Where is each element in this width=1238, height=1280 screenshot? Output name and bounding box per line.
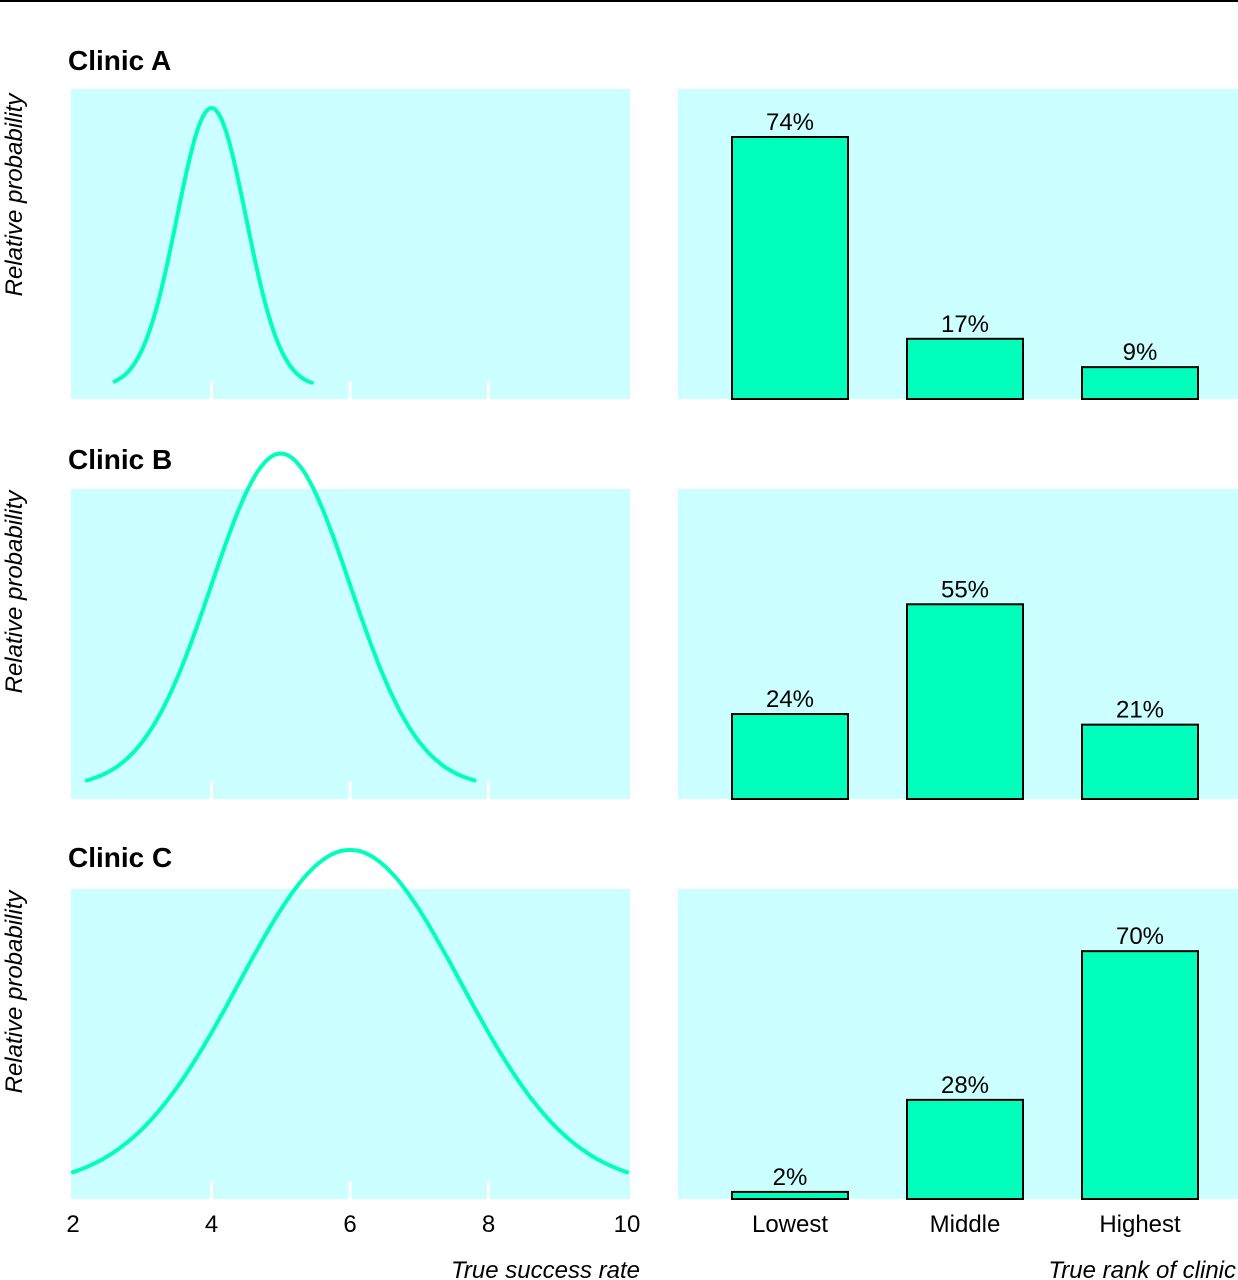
rank-x-axis-label: True rank of clinic bbox=[1048, 1257, 1236, 1280]
clinic-b-density-chart bbox=[71, 451, 630, 799]
clinic-b-bar-label-highest: 21% bbox=[1116, 697, 1164, 724]
clinic-a-bar-label-highest: 9% bbox=[1123, 339, 1158, 366]
clinic-a-density-chart bbox=[71, 89, 630, 399]
density-tick-label-6: 6 bbox=[343, 1211, 356, 1238]
clinic-a-bar-label-middle: 17% bbox=[941, 311, 989, 338]
rank-x-tick-labels: Lowest Middle Highest bbox=[752, 1211, 1181, 1238]
clinic-b-ylabel: Relative probability bbox=[1, 489, 28, 694]
density-x-tick-labels: 2 4 6 8 10 bbox=[66, 1211, 640, 1238]
clinic-c-title: Clinic C bbox=[68, 842, 172, 873]
clinic-c-bar-label-highest: 70% bbox=[1116, 923, 1164, 950]
density-tick-label-10: 10 bbox=[614, 1211, 641, 1238]
clinic-c-bar-middle bbox=[906, 1098, 1024, 1200]
clinic-a-bar-middle bbox=[906, 337, 1024, 401]
density-tick-label-2: 2 bbox=[66, 1211, 79, 1238]
rank-tick-label-highest: Highest bbox=[1099, 1211, 1181, 1238]
clinic-c-ylabel: Relative probability bbox=[1, 889, 28, 1094]
clinic-c-density-curve bbox=[71, 847, 629, 1175]
clinic-a-title: Clinic A bbox=[68, 45, 171, 76]
clinic-a-rank-chart: 74% 17% 9% bbox=[678, 89, 1238, 401]
clinic-a-bar-lowest bbox=[731, 136, 849, 400]
clinic-a-ylabel: Relative probability bbox=[1, 92, 28, 297]
clinic-c-bar-lowest bbox=[731, 1190, 849, 1201]
clinic-c-density-chart bbox=[71, 847, 630, 1199]
rank-tick-label-middle: Middle bbox=[930, 1211, 1001, 1238]
clinic-b-bar-label-lowest: 24% bbox=[766, 686, 814, 713]
density-tick-label-4: 4 bbox=[205, 1211, 218, 1238]
clinic-c-rank-chart: 2% 28% 70% bbox=[678, 889, 1238, 1201]
clinic-b-bar-label-middle: 55% bbox=[941, 576, 989, 603]
clinic-a-bar-label-lowest: 74% bbox=[766, 109, 814, 136]
clinic-a-density-curve bbox=[112, 105, 314, 385]
clinic-a-density-panel bbox=[71, 89, 630, 399]
clinic-c-bar-label-lowest: 2% bbox=[773, 1164, 808, 1191]
clinic-b-bar-lowest bbox=[731, 713, 849, 801]
clinic-b-bar-highest bbox=[1081, 723, 1199, 800]
clinic-b-rank-chart: 24% 55% 21% bbox=[678, 489, 1238, 801]
clinic-b-bar-middle bbox=[906, 603, 1024, 800]
clinic-b-density-curve bbox=[84, 451, 477, 783]
density-x-axis-label: True success rate bbox=[451, 1257, 640, 1280]
clinic-c-density-panel bbox=[71, 889, 630, 1199]
density-tick-label-8: 8 bbox=[482, 1211, 495, 1238]
clinic-c-bar-highest bbox=[1081, 950, 1199, 1201]
clinic-a-bar-highest bbox=[1081, 366, 1199, 400]
clinic-c-bar-label-middle: 28% bbox=[941, 1072, 989, 1099]
clinic-b-title: Clinic B bbox=[68, 444, 172, 475]
rank-tick-label-lowest: Lowest bbox=[752, 1211, 828, 1238]
clinic-b-density-panel bbox=[71, 489, 630, 799]
